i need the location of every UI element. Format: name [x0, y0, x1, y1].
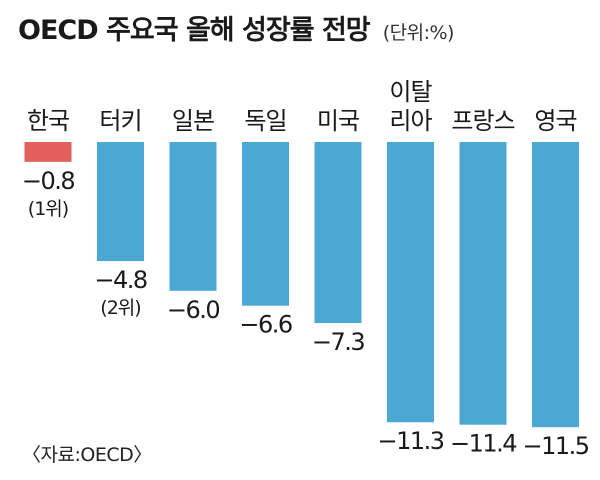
category-label: 미국 [317, 107, 359, 135]
value-label: −11.5 [522, 432, 588, 460]
value-label: −6.0 [167, 296, 220, 324]
category-label: 일본 [172, 107, 214, 135]
source-note: 〈자료:OECD〉 [22, 444, 152, 466]
category-label: 리아 [389, 107, 432, 135]
rank-label: (1위) [28, 198, 68, 220]
rank-label: (2위) [100, 297, 140, 319]
category-label: 영국 [534, 107, 576, 135]
bar [314, 142, 362, 324]
category-label: 프랑스 [451, 107, 514, 135]
value-label: −0.8 [22, 167, 75, 195]
bar [97, 142, 144, 262]
category-label: 독일 [244, 107, 286, 135]
value-label: −7.3 [312, 328, 365, 356]
chart-title: OECD 주요국 올해 성장률 전망 [18, 15, 371, 46]
value-label: −4.8 [94, 266, 147, 294]
value-label: −11.3 [377, 427, 443, 455]
bar [242, 142, 289, 306]
category-label: 이탈 [389, 78, 432, 106]
title-row: OECD 주요국 올해 성장률 전망 (단위:%) [18, 8, 454, 47]
bar [24, 142, 72, 162]
category-label: 한국 [27, 107, 69, 135]
bar [459, 142, 507, 425]
value-label: −11.4 [450, 430, 516, 458]
category-label: 터키 [99, 107, 141, 135]
bar [532, 142, 579, 428]
bar [387, 142, 434, 423]
value-label: −6.6 [239, 311, 292, 339]
unit-label: (단위:%) [382, 22, 455, 44]
bar [169, 142, 217, 291]
